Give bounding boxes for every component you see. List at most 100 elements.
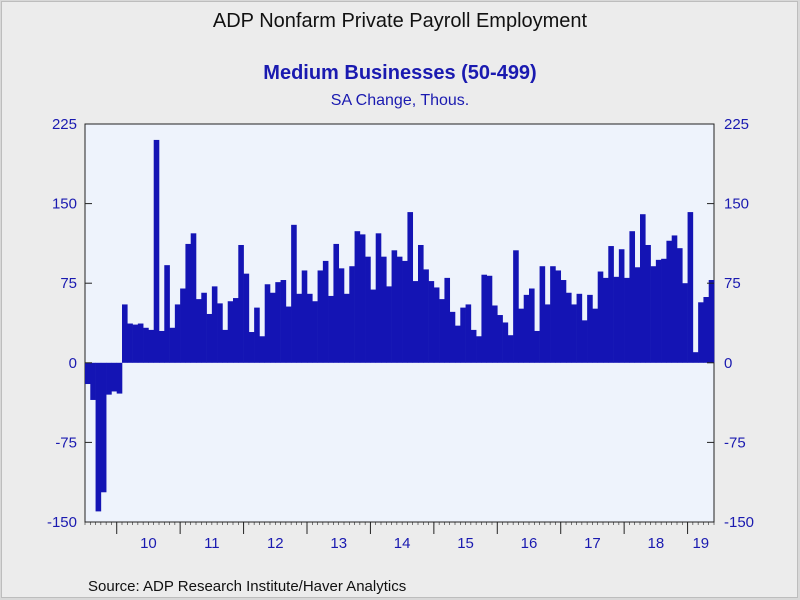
bar — [476, 336, 482, 363]
chart-units: SA Change, Thous. — [330, 92, 470, 109]
y-tick-label-right: 150 — [724, 196, 749, 213]
bar — [344, 293, 350, 363]
bar — [280, 280, 287, 363]
x-tick-label: 14 — [394, 535, 411, 552]
bar — [592, 308, 599, 363]
bar — [645, 244, 651, 363]
bar — [127, 323, 133, 363]
bar — [550, 266, 556, 363]
bar — [629, 231, 636, 363]
bar — [581, 320, 588, 363]
bar — [666, 240, 673, 363]
x-tick-label: 19 — [692, 535, 709, 552]
bar — [217, 303, 223, 363]
bar — [618, 249, 625, 363]
bar — [375, 233, 382, 363]
bar — [624, 277, 630, 363]
bar — [381, 256, 387, 363]
bar — [433, 287, 440, 363]
y-tick-label-right: 0 — [724, 355, 732, 372]
bar — [301, 270, 308, 363]
bar — [190, 233, 197, 363]
bar — [148, 329, 155, 363]
bar — [206, 313, 213, 363]
y-tick-label-left: 150 — [52, 196, 77, 213]
bar — [597, 271, 604, 363]
bar — [264, 284, 271, 363]
y-tick-label-left: 75 — [60, 275, 77, 292]
bar — [106, 362, 112, 395]
bar — [254, 307, 260, 363]
y-tick-label-left: 0 — [69, 355, 77, 372]
bar — [354, 231, 361, 363]
bar — [402, 260, 408, 363]
bar — [708, 280, 715, 363]
y-tick-label-right: -75 — [724, 434, 746, 451]
bar — [322, 260, 329, 363]
x-tick-label: 16 — [521, 535, 538, 552]
bar — [544, 304, 551, 363]
bar — [122, 304, 128, 363]
bar — [566, 292, 572, 363]
bar — [180, 288, 186, 363]
bar — [687, 212, 694, 363]
bar — [428, 281, 435, 363]
x-tick-label: 10 — [140, 535, 157, 552]
bar — [465, 304, 472, 363]
x-tick-label: 17 — [584, 535, 601, 552]
bar — [497, 315, 503, 363]
bar — [270, 292, 276, 363]
bar — [671, 235, 678, 363]
y-tick-label-left: 225 — [52, 116, 77, 133]
bar-series — [85, 139, 715, 512]
bar — [365, 256, 371, 363]
bar — [571, 304, 577, 363]
bar — [143, 327, 149, 363]
bar — [407, 212, 414, 363]
bar — [481, 274, 488, 363]
bar — [317, 270, 324, 363]
bar — [349, 266, 355, 363]
bar — [640, 214, 646, 363]
bar — [222, 329, 229, 363]
bar — [513, 250, 519, 363]
bar — [576, 293, 583, 363]
y-tick-label-right: 75 — [724, 275, 741, 292]
bar — [307, 293, 313, 363]
bar — [164, 265, 170, 363]
bar — [412, 281, 419, 363]
bar — [692, 352, 699, 363]
bar — [587, 294, 593, 363]
bar — [153, 139, 160, 363]
source-note: Source: ADP Research Institute/Haver Ana… — [88, 578, 407, 595]
bar — [603, 277, 609, 363]
bar — [174, 304, 181, 363]
bar — [560, 280, 567, 363]
bar — [116, 362, 123, 394]
bar — [655, 259, 662, 363]
bar — [486, 275, 493, 363]
bar — [703, 297, 710, 363]
bar — [418, 244, 424, 363]
bar — [243, 273, 250, 363]
y-tick-label-left: -150 — [47, 514, 77, 531]
bar — [608, 246, 614, 363]
bar — [328, 295, 334, 363]
bar — [100, 362, 107, 493]
bar — [661, 258, 667, 363]
bar — [386, 286, 392, 363]
bar — [492, 305, 498, 363]
x-tick-label: 18 — [648, 535, 665, 552]
bar — [359, 234, 366, 363]
bar — [539, 266, 546, 363]
chart-title: ADP Nonfarm Private Payroll Employment — [212, 10, 588, 32]
y-tick-label-right: -150 — [724, 514, 754, 531]
bar — [677, 248, 683, 363]
bar — [444, 277, 451, 363]
x-tick-label: 15 — [457, 535, 474, 552]
bar — [338, 268, 345, 363]
bar — [201, 292, 207, 363]
x-tick-label: 13 — [330, 535, 347, 552]
bar — [233, 298, 239, 363]
